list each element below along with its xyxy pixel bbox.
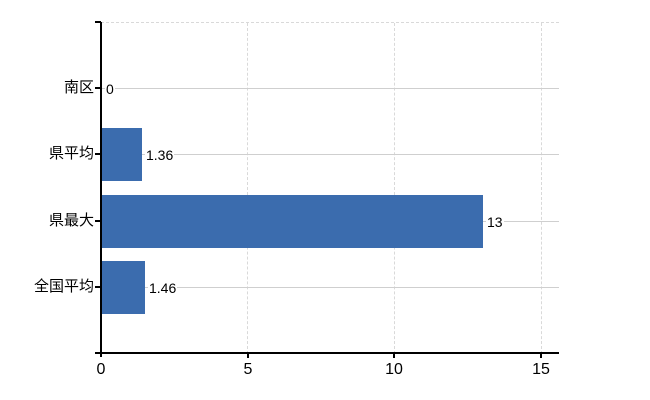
row-line [101,88,559,89]
y-axis-tick [95,220,101,222]
category-label-ken-heikin: 県平均 [48,145,94,162]
y-axis-tick [95,87,101,89]
gridline-10 [394,23,395,354]
x-tick-label-5: 5 [243,361,253,378]
y-axis-tick [95,153,101,155]
value-label: 0 [105,80,115,98]
value-label: 13 [486,213,504,231]
y-axis-tick [95,286,101,288]
row-line [101,154,559,155]
value-label: 1.36 [145,146,175,164]
category-label-ken-saidai: 県最大 [48,212,94,229]
gridline-5 [247,23,248,354]
x-axis-tick [247,352,249,358]
category-label-minamiku: 南区 [63,79,94,96]
x-tick-label-0: 0 [96,361,106,378]
y-axis-line [100,22,102,357]
value-label: 1.46 [148,279,178,297]
row-line [101,287,559,288]
bar-ken-saidai [102,195,483,248]
x-axis-line [95,352,559,354]
bar-zenkoku-heikin [102,261,145,314]
x-tick-label-10: 10 [385,361,403,378]
gridline-15 [541,23,542,354]
bar-ken-heikin [102,128,142,181]
x-axis-tick [393,352,395,358]
y-axis-tick [95,21,101,23]
category-label-zenkoku-heikin: 全国平均 [33,278,94,295]
plot-area: 0 1.36 13 1.46 [101,22,559,354]
x-tick-label-15: 15 [532,361,550,378]
x-axis-tick [540,352,542,358]
